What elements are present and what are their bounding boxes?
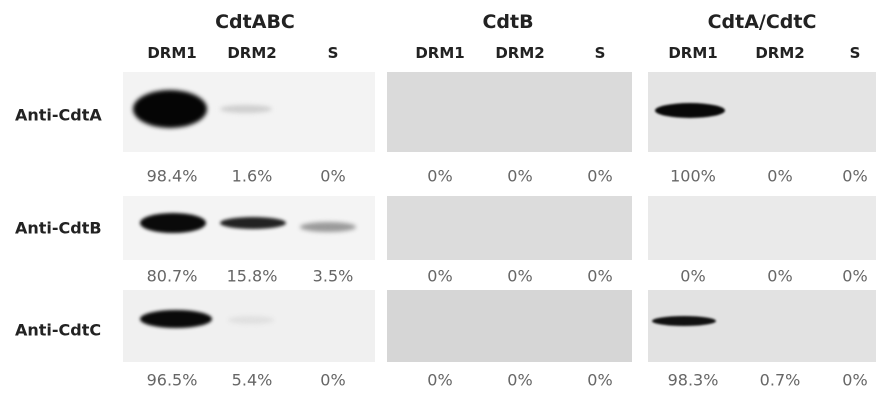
percentage: 0%	[587, 267, 612, 286]
blot-panel	[387, 196, 632, 260]
lane-label: DRM2	[755, 44, 804, 62]
lane-label: DRM2	[495, 44, 544, 62]
lane-label: DRM2	[227, 44, 276, 62]
row-label: Anti-CdtA	[15, 106, 102, 125]
percentage: 0%	[507, 267, 532, 286]
lane-label: S	[850, 44, 861, 62]
band	[220, 217, 286, 229]
band	[133, 90, 207, 128]
percentage: 0%	[427, 371, 452, 390]
group-title: CdtABC	[215, 11, 295, 33]
band	[652, 316, 716, 326]
band	[140, 310, 212, 328]
percentage: 0%	[767, 267, 792, 286]
percentage: 100%	[670, 167, 716, 186]
group-title: CdtB	[482, 11, 533, 33]
percentage: 0%	[842, 267, 867, 286]
percentage: 0%	[427, 167, 452, 186]
lane-label: DRM1	[668, 44, 717, 62]
percentage: 1.6%	[232, 167, 273, 186]
group-title: CdtA/CdtC	[708, 11, 817, 33]
band	[228, 316, 274, 324]
blot-panel	[648, 290, 876, 362]
percentage: 80.7%	[147, 267, 198, 286]
blot-panel	[387, 290, 632, 362]
row-label: Anti-CdtB	[15, 219, 102, 238]
percentage: 0%	[320, 167, 345, 186]
lane-label: DRM1	[147, 44, 196, 62]
percentage: 0%	[842, 167, 867, 186]
percentage: 0.7%	[760, 371, 801, 390]
band	[655, 103, 725, 118]
percentage: 3.5%	[313, 267, 354, 286]
percentage: 0%	[767, 167, 792, 186]
band	[220, 105, 272, 113]
lane-label: S	[595, 44, 606, 62]
percentage: 0%	[842, 371, 867, 390]
percentage: 0%	[587, 167, 612, 186]
lane-label: DRM1	[415, 44, 464, 62]
blot-panel	[648, 196, 876, 260]
percentage: 0%	[320, 371, 345, 390]
band	[300, 222, 356, 232]
band	[140, 213, 206, 233]
percentage: 5.4%	[232, 371, 273, 390]
percentage: 0%	[507, 167, 532, 186]
percentage: 98.4%	[147, 167, 198, 186]
percentage: 0%	[427, 267, 452, 286]
percentage: 0%	[507, 371, 532, 390]
percentage: 0%	[587, 371, 612, 390]
percentage: 96.5%	[147, 371, 198, 390]
blot-panel	[387, 72, 632, 152]
row-label: Anti-CdtC	[15, 321, 101, 340]
percentage: 98.3%	[668, 371, 719, 390]
percentage: 15.8%	[227, 267, 278, 286]
percentage: 0%	[680, 267, 705, 286]
lane-label: S	[328, 44, 339, 62]
figure: CdtABC DRM1 DRM2 S CdtB DRM1 DRM2 S CdtA/CdtC DRM…	[0, 0, 876, 394]
